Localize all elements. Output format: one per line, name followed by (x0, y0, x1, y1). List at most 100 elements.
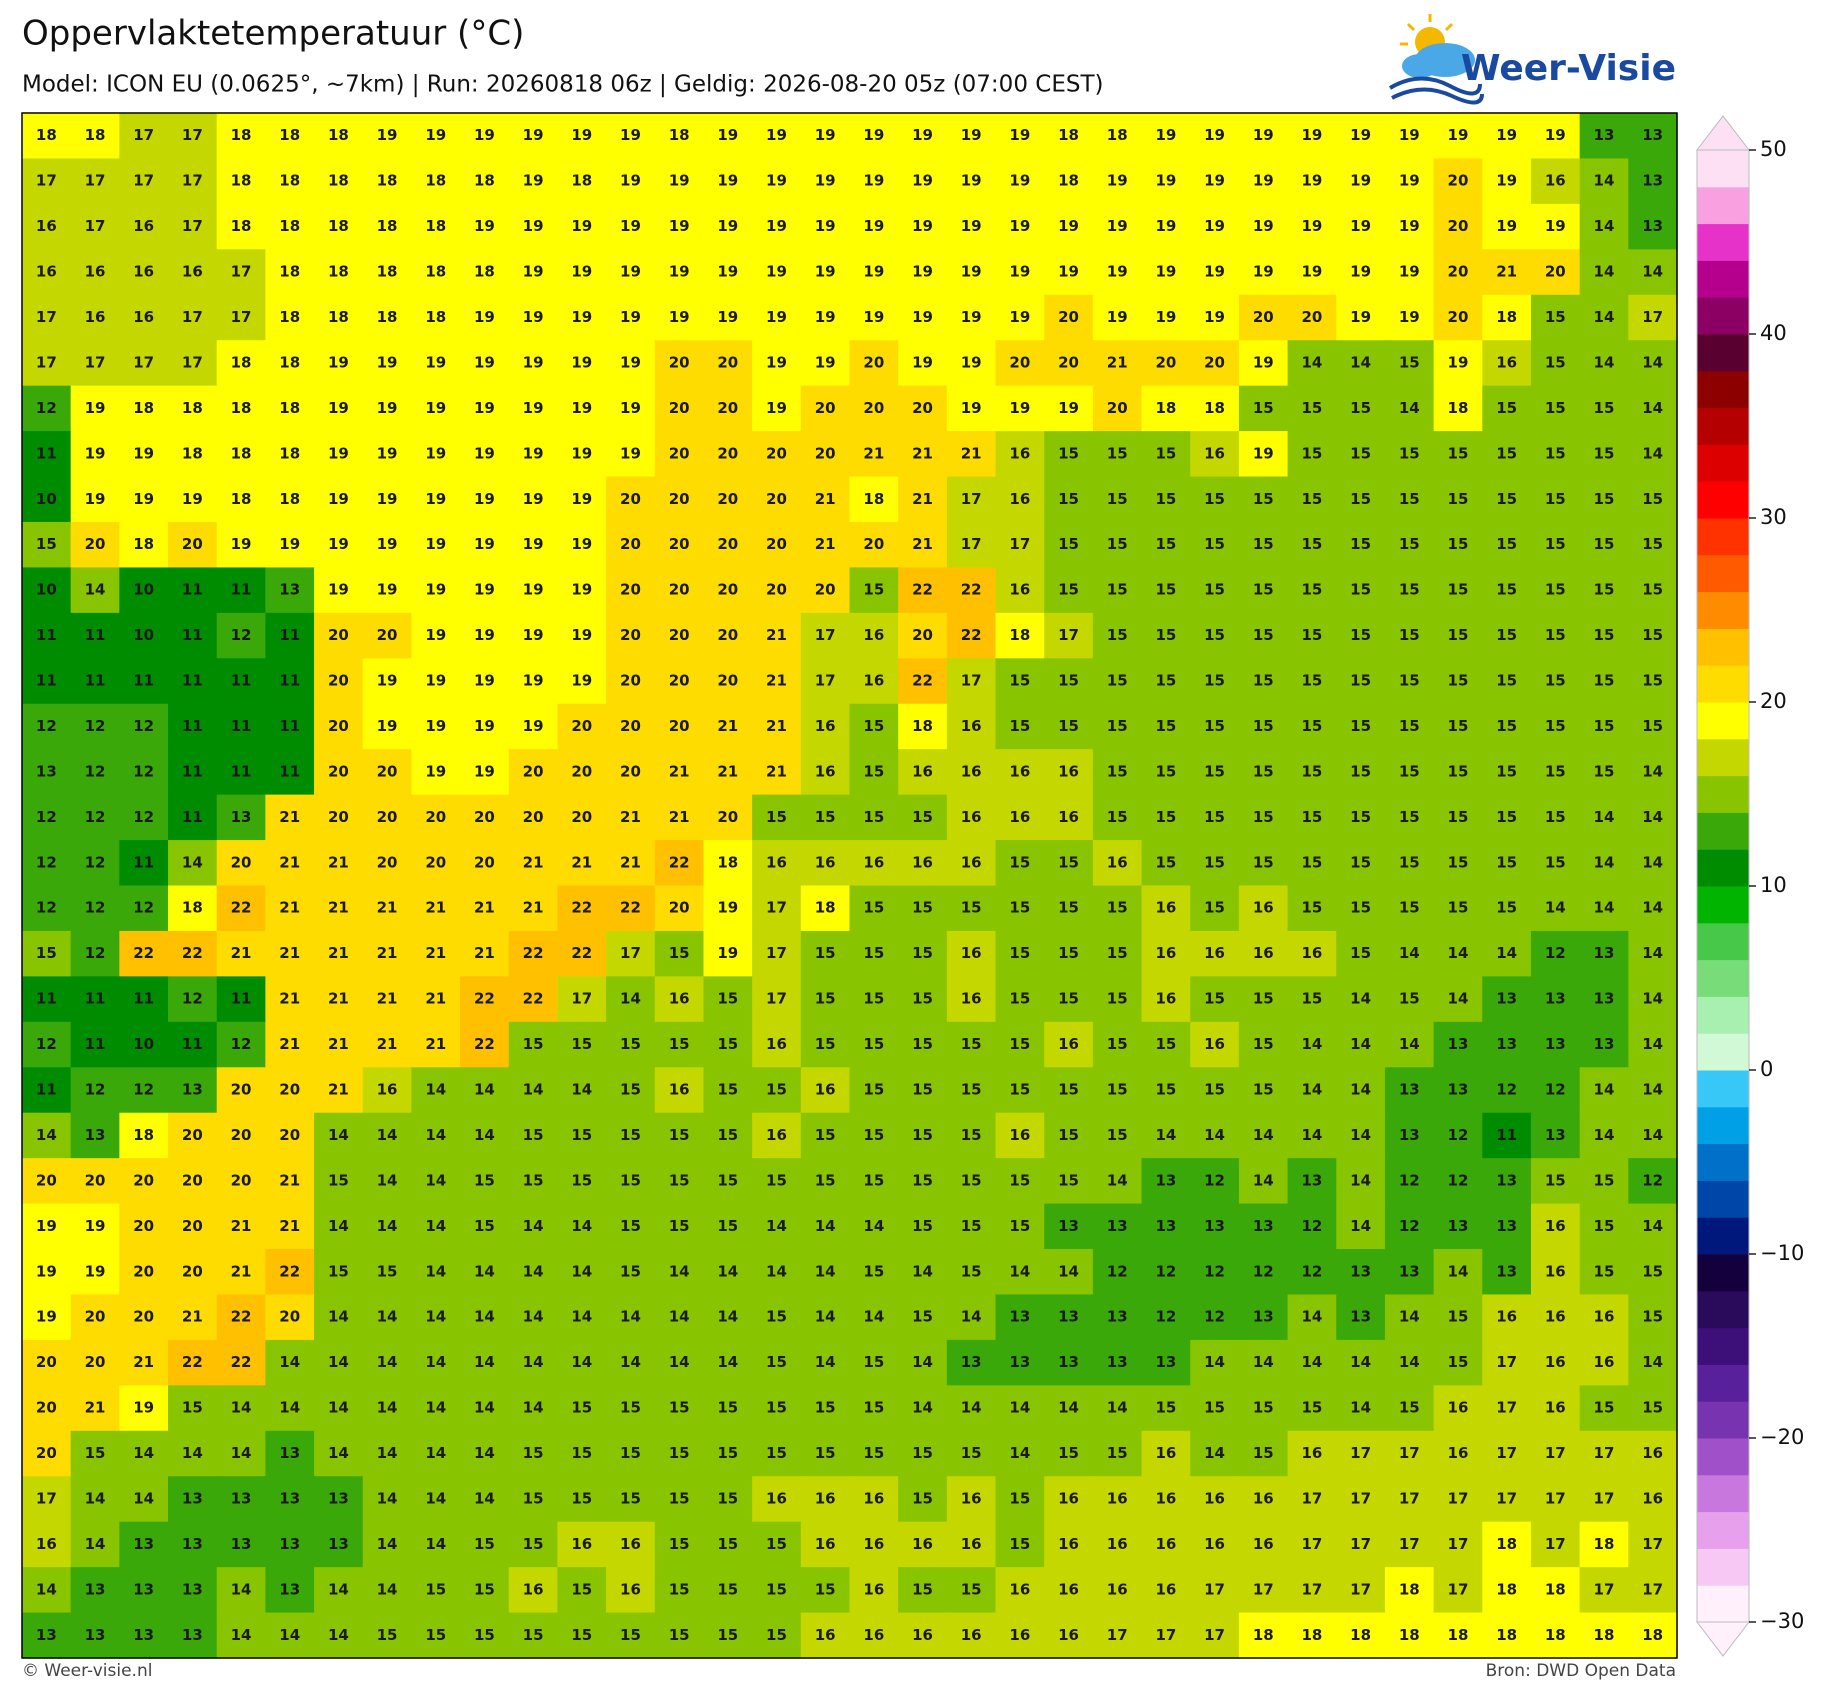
temperature-cell (800, 340, 851, 387)
temperature-cell (1044, 930, 1094, 977)
temperature-label: 15 (1399, 853, 1420, 871)
temperature-label: 15 (1350, 581, 1371, 599)
temperature-cell (557, 1249, 607, 1296)
temperature-cell (508, 203, 559, 250)
temperature-label: 19 (182, 490, 203, 508)
temperature-cell (1384, 658, 1435, 705)
colorbar-step (1697, 1548, 1749, 1586)
temperature-cell (1384, 385, 1435, 432)
colorbar-tick-label: 30 (1760, 505, 1787, 529)
temperature-label: 20 (474, 808, 495, 826)
temperature-label: 19 (474, 217, 495, 235)
temperature-label: 19 (912, 126, 933, 144)
temperature-cell (849, 476, 899, 523)
colorbar-step (1697, 297, 1749, 335)
temperature-cell (1287, 749, 1337, 796)
temperature-label: 13 (1253, 1308, 1274, 1326)
temperature-label: 19 (1058, 217, 1079, 235)
temperature-cell (946, 930, 997, 977)
temperature-cell (168, 1067, 218, 1114)
colorbar-tick-label: −20 (1760, 1425, 1804, 1449)
temperature-label: 12 (1204, 1308, 1225, 1326)
temperature-cell (1141, 749, 1191, 796)
temperature-label: 15 (620, 1489, 641, 1507)
temperature-cell (1238, 658, 1289, 705)
temperature-label: 19 (1107, 172, 1128, 190)
temperature-label: 16 (1107, 853, 1128, 871)
temperature-label: 18 (474, 263, 495, 281)
temperature-cell (70, 1249, 120, 1296)
colorbar-step (1697, 1401, 1749, 1439)
temperature-label: 17 (85, 353, 106, 371)
temperature-label: 19 (85, 1262, 106, 1280)
temperature-label: 21 (425, 899, 446, 917)
temperature-cell (849, 749, 899, 796)
temperature-cell (1530, 476, 1581, 523)
temperature-cell (1628, 794, 1678, 841)
temperature-label: 18 (279, 444, 300, 462)
temperature-label: 14 (1350, 1126, 1371, 1144)
temperature-label: 16 (1009, 762, 1030, 780)
temperature-cell (800, 612, 851, 659)
temperature-label: 12 (85, 762, 106, 780)
temperature-cell (1044, 203, 1094, 250)
temperature-label: 11 (231, 990, 252, 1008)
temperature-label: 18 (85, 126, 106, 144)
temperature-cell (216, 431, 266, 478)
temperature-label: 18 (1399, 1580, 1420, 1598)
temperature-cell (168, 294, 218, 341)
temperature-cell (411, 930, 461, 977)
temperature-cell (1190, 158, 1240, 205)
temperature-label: 16 (1009, 581, 1030, 599)
temperature-cell (1190, 840, 1240, 887)
temperature-label: 17 (182, 308, 203, 326)
temperature-cell (1482, 203, 1532, 250)
temperature-cell (1579, 885, 1629, 932)
temperature-label: 20 (717, 808, 738, 826)
temperature-label: 19 (474, 399, 495, 417)
temperature-cell (362, 567, 413, 614)
temperature-cell (1336, 158, 1386, 205)
temperature-label: 18 (231, 353, 252, 371)
temperature-cell (265, 794, 315, 841)
temperature-label: 20 (717, 444, 738, 462)
temperature-label: 13 (1496, 990, 1517, 1008)
temperature-label: 16 (1009, 1626, 1030, 1644)
temperature-cell (557, 658, 607, 705)
temperature-cell (800, 385, 851, 432)
temperature-cell (216, 1021, 266, 1068)
temperature-cell (898, 703, 948, 750)
temperature-label: 22 (912, 581, 933, 599)
temperature-label: 15 (766, 808, 787, 826)
temperature-label: 15 (1496, 853, 1517, 871)
temperature-label: 20 (377, 626, 398, 644)
temperature-cell (1092, 385, 1143, 432)
temperature-label: 17 (815, 672, 836, 690)
temperature-label: 19 (474, 126, 495, 144)
temperature-cell (168, 930, 218, 977)
colorbar-step (1697, 1474, 1749, 1513)
temperature-label: 14 (1642, 399, 1663, 417)
temperature-label: 15 (815, 808, 836, 826)
temperature-cell (1190, 703, 1240, 750)
temperature-cell (1190, 1067, 1240, 1114)
temperature-cell (362, 1112, 413, 1159)
temperature-label: 21 (377, 1035, 398, 1053)
temperature-label: 22 (231, 1308, 252, 1326)
temperature-label: 15 (1107, 808, 1128, 826)
temperature-cell (703, 249, 753, 296)
temperature-label: 19 (279, 535, 300, 553)
temperature-label: 17 (133, 353, 154, 371)
temperature-cell (216, 840, 266, 887)
temperature-label: 14 (669, 1353, 690, 1371)
temperature-cell (411, 612, 461, 659)
temperature-label: 19 (425, 581, 446, 599)
temperature-cell (654, 203, 705, 250)
temperature-label: 16 (1155, 899, 1176, 917)
temperature-cell (1530, 249, 1581, 296)
temperature-label: 19 (571, 535, 592, 553)
temperature-cell (70, 1112, 120, 1159)
temperature-label: 16 (912, 853, 933, 871)
temperature-label: 17 (571, 990, 592, 1008)
temperature-cell (995, 249, 1045, 296)
